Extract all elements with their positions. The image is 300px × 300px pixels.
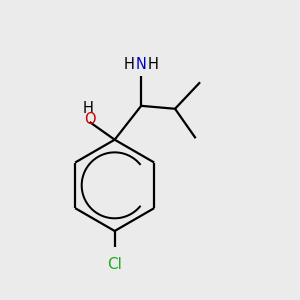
Text: N: N	[136, 57, 147, 72]
Text: O: O	[84, 112, 95, 127]
Text: H: H	[83, 101, 94, 116]
Text: H: H	[123, 57, 134, 72]
Text: Cl: Cl	[107, 257, 122, 272]
Text: H: H	[148, 57, 159, 72]
